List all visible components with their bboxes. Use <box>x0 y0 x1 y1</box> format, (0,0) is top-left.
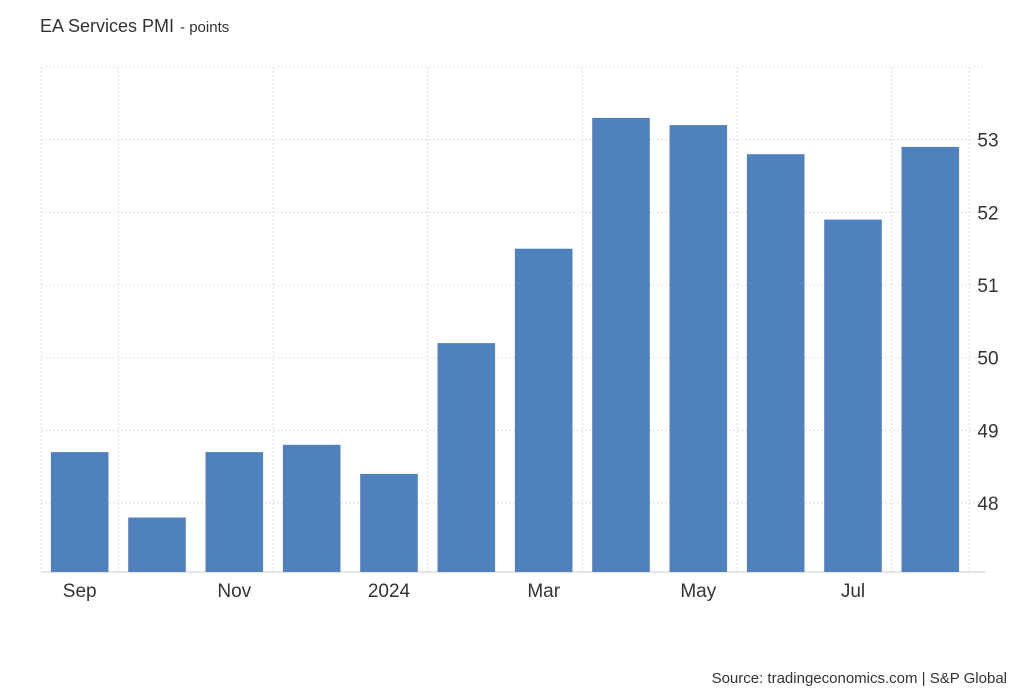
grid-lines <box>40 66 985 573</box>
x-tick-label: Nov <box>217 581 251 602</box>
y-tick-label: 49 <box>977 421 998 442</box>
x-tick-label: Sep <box>63 581 97 602</box>
bar-2024 <box>360 473 418 572</box>
bar-apr <box>592 117 650 573</box>
bar-sep <box>50 452 109 572</box>
x-tick-label: Jul <box>841 581 865 602</box>
bar-nov <box>205 452 264 572</box>
y-tick-label: 53 <box>977 131 998 152</box>
bar-jun <box>746 154 805 572</box>
x-tick-label: 2024 <box>368 581 411 602</box>
bars <box>50 117 960 573</box>
y-tick-label: 50 <box>977 349 998 370</box>
bar-oct <box>128 517 186 572</box>
x-axis: Sep Nov 2024 Mar May Jul <box>63 581 865 602</box>
bar-feb <box>437 343 496 572</box>
bar-dec <box>282 444 341 572</box>
chart-title-text: EA Services PMI <box>40 16 175 36</box>
chart-unit-label: - points <box>180 19 230 36</box>
source-attribution: Source: tradingeconomics.com | S&P Globa… <box>711 670 1007 687</box>
y-axis: 48 49 50 51 52 53 <box>977 131 998 515</box>
x-tick-label: May <box>680 581 716 602</box>
y-tick-label: 48 <box>977 494 998 515</box>
chart-title: EA Services PMI - points <box>40 16 229 37</box>
bar-aug <box>901 146 960 572</box>
y-tick-label: 51 <box>977 276 998 297</box>
bar-mar <box>514 248 573 572</box>
y-tick-label: 52 <box>977 203 998 224</box>
bar-may <box>669 125 728 572</box>
bar-jul <box>824 219 882 572</box>
x-tick-label: Mar <box>527 581 560 602</box>
